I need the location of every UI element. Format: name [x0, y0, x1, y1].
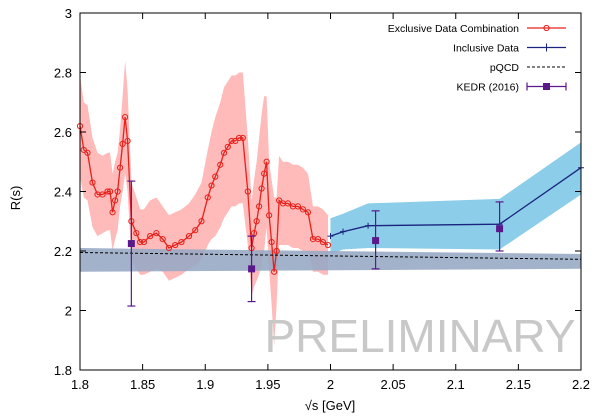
kedr-2016-legend-label: KEDR (2016): [457, 82, 519, 94]
x-axis-label: √s [GeV]: [305, 398, 355, 413]
exclusive-data-combination-point: [89, 179, 96, 186]
y-tick-label: 2.6: [54, 125, 72, 140]
inclusive-data-legend-label: Inclusive Data: [453, 43, 519, 55]
pqcd-band: [80, 248, 581, 272]
exclusive-data-combination-point: [137, 238, 144, 246]
exclusive-data-combination-point: [304, 209, 312, 216]
axis-tick-labels: 1.8 1.85 1.9 1.95 2 2.05 2.1 2.15 2.2 1.8 2 2.2 2.4 2…: [54, 6, 590, 392]
kedr-2016-point: [372, 237, 380, 245]
exclusive-data-combination-legend-label: Exclusive Data Combination: [388, 23, 519, 35]
exclusive-data-combination-point: [256, 203, 263, 210]
y-tick-label: 2.8: [54, 66, 72, 81]
exclusive-data-combination-point: [239, 134, 246, 142]
exclusive-data-combination-point: [147, 233, 154, 240]
exclusive-data-combination-point: [217, 161, 224, 168]
exclusive-data-combination-point: [235, 134, 243, 142]
x-tick-label: 2.15: [506, 377, 531, 392]
x-tick-label: 2.05: [380, 377, 405, 392]
exclusive-data-combination-point: [172, 241, 179, 249]
axis-ticks: [79, 12, 582, 371]
exclusive-data-combination-point: [220, 149, 228, 156]
exclusive-data-combination-point: [106, 188, 114, 195]
legend: Exclusive Data Combination Inclusive Data…: [388, 23, 567, 94]
inclusive-data-point: [340, 228, 347, 235]
exclusive-data-combination-point: [271, 268, 278, 275]
exclusive-data-combination-point: [84, 149, 91, 156]
exclusive-data-combination-point: [159, 236, 166, 243]
exclusive-data-combination-point: [80, 146, 87, 153]
exclusive-data-combination-point: [228, 137, 235, 145]
exclusive-data-combination-point: [116, 164, 124, 171]
inclusive-data-point: [365, 222, 372, 229]
exclusive-data-combination-point: [324, 241, 332, 249]
y-tick-label: 2: [65, 304, 72, 319]
inclusive-data-point: [327, 233, 334, 240]
exclusive-data-combination-point: [153, 230, 160, 237]
exclusive-data-combination-point: [111, 197, 119, 204]
exclusive-data-combination-point: [268, 238, 275, 246]
exclusive-data-combination-point: [133, 230, 140, 237]
kedr-2016-legend-caps: [526, 82, 567, 91]
exclusive-data-combination-point: [294, 203, 302, 210]
exclusive-data-combination-point: [314, 236, 322, 243]
exclusive-data-combination-point: [140, 238, 147, 246]
y-axis-label: R(s): [8, 186, 23, 211]
exclusive-data-combination-point: [114, 188, 121, 195]
series-markers: [76, 114, 584, 307]
kedr-2016-point: [248, 265, 256, 273]
kedr-2016-point: [127, 240, 135, 248]
exclusive-data-combination-point: [198, 218, 205, 225]
exclusive-data-combination-point: [121, 114, 129, 121]
kedr-2016-legend-marker: [543, 83, 550, 90]
y-tick-label: 1.8: [54, 363, 72, 378]
exclusive-data-combination-point: [208, 182, 215, 189]
exclusive-data-combination-point: [253, 218, 260, 225]
exclusive-data-combination-point: [232, 137, 239, 145]
kedr-2016-point: [496, 225, 504, 233]
exclusive-data-combination-point: [258, 185, 265, 192]
exclusive-data-combination-point: [99, 191, 106, 198]
x-tick-label: 1.95: [255, 377, 280, 392]
exclusive-data-combination-point: [299, 206, 307, 213]
exclusive-data-combination-point: [244, 188, 251, 195]
y-tick-label: 3: [65, 6, 72, 21]
exclusive-data-combination-line: [79, 117, 329, 272]
exclusive-data-combination-point: [192, 227, 199, 234]
uncertainty-bands: [80, 60, 581, 347]
exclusive-data-combination-legend-marker: [543, 24, 550, 32]
exclusive-data-combination-point: [284, 200, 292, 207]
y-tick-label: 2.2: [54, 244, 72, 259]
x-tick-label: 1.85: [130, 377, 155, 392]
exclusive-data-combination-point: [165, 244, 173, 252]
exclusive-data-combination-point: [263, 158, 270, 165]
y-tick-label: 2.4: [54, 185, 72, 200]
exclusive-data-combination-point: [204, 194, 211, 201]
exclusive-data-combination-point: [124, 137, 131, 145]
exclusive-data-combination-point: [224, 143, 231, 150]
exclusive-data-combination-point: [104, 188, 111, 195]
exclusive-data-combination-band: [80, 60, 328, 347]
exclusive-data-combination-point: [319, 238, 327, 246]
x-tick-label: 1.8: [71, 377, 89, 392]
pqcd-line: [79, 252, 582, 260]
inclusive-data-band: [330, 142, 581, 254]
exclusive-data-combination-point: [119, 140, 126, 147]
preliminary-watermark: PRELIMINARY: [264, 310, 575, 362]
exclusive-data-combination-point: [185, 233, 193, 240]
exclusive-data-combination-point: [273, 247, 280, 255]
x-tick-label: 2.1: [447, 377, 465, 392]
exclusive-data-combination-point: [261, 170, 268, 177]
x-tick-label: 1.9: [196, 377, 214, 392]
exclusive-data-combination-point: [178, 238, 185, 246]
exclusive-data-combination-point: [212, 173, 219, 180]
x-tick-label: 2: [327, 377, 334, 392]
exclusive-data-combination-point: [109, 209, 116, 216]
exclusive-data-combination-point: [276, 197, 283, 204]
exclusive-data-combination-point: [266, 212, 273, 219]
pqcd-legend-label: pQCD: [490, 62, 520, 74]
x-tick-label: 2.2: [572, 377, 590, 392]
